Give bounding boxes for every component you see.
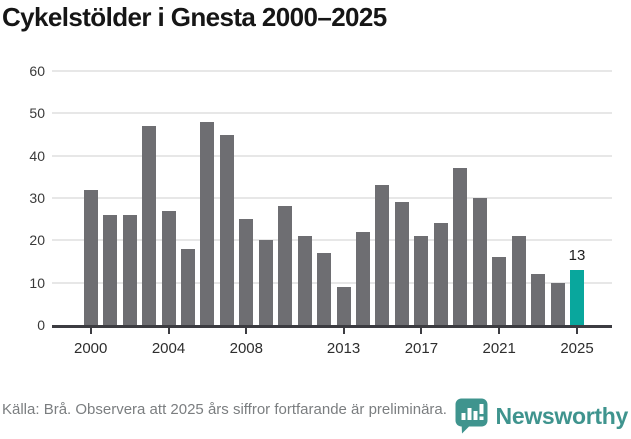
bar-2002: [122, 214, 137, 325]
bar-2006: [200, 121, 215, 325]
y-tick-label-0: 0: [37, 317, 45, 333]
bar-2016: [394, 202, 409, 325]
y-tick-label-10: 10: [29, 274, 45, 291]
gridline-60: [52, 70, 612, 72]
bar-2013: [336, 286, 351, 325]
x-axis-line: [52, 325, 612, 328]
x-tick-2008: [245, 328, 248, 334]
bar-2009: [258, 240, 273, 325]
x-tick-label-2004: 2004: [151, 340, 186, 357]
x-tick-label-2017: 2017: [404, 340, 439, 357]
icon-bar-1: [461, 413, 466, 420]
x-tick-2004: [167, 328, 170, 334]
bar-2022: [511, 236, 526, 325]
icon-bar-3: [473, 411, 478, 420]
highlight-value-label: 13: [568, 246, 586, 264]
bar-2015: [375, 185, 390, 325]
newsworthy-bubble-icon: [455, 398, 488, 434]
source-note: Källa: Brå. Observera att 2025 års siffr…: [2, 401, 447, 418]
gridline-20: [52, 239, 612, 242]
gridline-10: [52, 281, 612, 284]
bar-2001: [103, 214, 118, 325]
icon-exclamation-stem: [479, 404, 484, 414]
bar-2018: [433, 223, 448, 325]
x-tick-label-2021: 2021: [482, 340, 516, 357]
bar-2019: [453, 168, 468, 325]
y-tick-label-60: 60: [29, 63, 45, 79]
x-tick-2025: [576, 328, 578, 334]
bar-2024: [550, 282, 565, 325]
x-tick-2017: [420, 328, 423, 334]
chart-title: Cykelstölder i Gnesta 2000–2025: [2, 2, 387, 32]
bar-2012: [317, 253, 332, 325]
y-tick-label-50: 50: [29, 105, 45, 122]
x-tick-label-2025: 2025: [560, 340, 594, 357]
x-tick-label-2013: 2013: [326, 340, 361, 357]
bar-2017: [414, 236, 429, 325]
bar-2025: [570, 269, 584, 325]
y-tick-label-40: 40: [29, 147, 45, 164]
bar-2023: [531, 274, 546, 325]
bar-2007: [219, 134, 234, 325]
bar-2008: [239, 219, 254, 325]
bar-2011: [297, 236, 312, 325]
x-tick-label-2000: 2000: [74, 340, 108, 357]
gridline-40: [52, 154, 612, 157]
y-tick-label-30: 30: [29, 190, 45, 206]
y-tick-label-20: 20: [29, 232, 45, 249]
icon-bar-2: [467, 408, 472, 420]
bar-2010: [278, 206, 293, 325]
newsworthy-logo[interactable]: Newsworthy: [455, 398, 628, 434]
x-tick-2021: [498, 328, 501, 334]
bar-2004: [161, 210, 176, 325]
bar-2000: [83, 189, 98, 325]
newsworthy-wordmark: Newsworthy: [495, 402, 629, 429]
bar-2020: [472, 198, 487, 325]
bar-2014: [356, 231, 371, 325]
gridline-50: [52, 112, 612, 115]
x-tick-label-2008: 2008: [229, 340, 263, 357]
x-tick-2013: [342, 328, 345, 334]
x-tick-2000: [89, 328, 92, 334]
icon-exclamation-dot: [479, 416, 484, 420]
bar-2005: [180, 248, 195, 325]
gridline-30: [52, 197, 612, 199]
bar-2003: [142, 126, 157, 325]
bar-2021: [492, 257, 507, 325]
